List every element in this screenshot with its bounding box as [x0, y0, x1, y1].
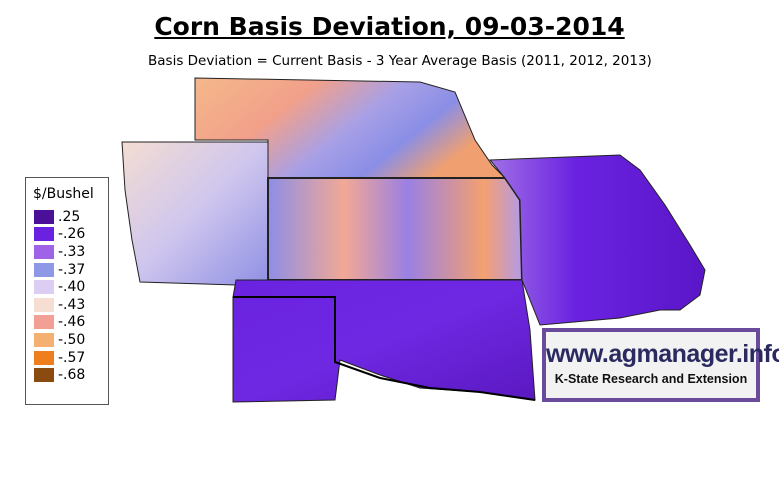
legend-label: -.26 [58, 226, 86, 243]
legend: $/Bushel .25 -.26 -.33 -.37 -.40 -.43 -.46 -.50… [25, 177, 109, 405]
logo-url: www.agmanager.info [546, 340, 779, 368]
legend-label: -.37 [58, 261, 86, 278]
legend-label: -.50 [58, 331, 86, 348]
legend-swatch [34, 262, 54, 277]
legend-item: -.43 [34, 296, 108, 314]
legend-item: -.46 [34, 314, 108, 332]
subtitle: Basis Deviation = Current Basis - 3 Year… [148, 53, 652, 69]
legend-item: -.37 [34, 261, 108, 279]
state-border [233, 296, 536, 401]
legend-label: -.57 [58, 349, 86, 366]
colorado-region [121, 141, 269, 286]
legend-swatch [34, 227, 54, 242]
legend-item: -.26 [34, 226, 108, 244]
legend-title: $/Bushel [33, 186, 94, 202]
legend-swatch [34, 315, 54, 330]
legend-item: -.33 [34, 243, 108, 261]
legend-label: -.33 [58, 243, 86, 260]
title: Corn Basis Deviation, 09-03-2014 [0, 12, 779, 41]
oklahoma [232, 279, 536, 403]
legend-label: .25 [58, 208, 81, 225]
legend-swatch [34, 280, 54, 295]
legend-item: -.40 [34, 278, 108, 296]
kansas [267, 177, 524, 281]
logo-org: K-State Research and Extension [554, 372, 748, 386]
legend-swatch [34, 350, 54, 365]
legend-swatch [34, 244, 54, 259]
legend-items: .25 -.26 -.33 -.37 -.40 -.43 -.46 -.50 -.57 -.68 [26, 208, 108, 384]
legend-item: .25 [34, 208, 108, 226]
legend-swatch [34, 368, 54, 383]
legend-item: -.68 [34, 366, 108, 384]
legend-label: -.68 [58, 367, 86, 384]
legend-swatch [34, 209, 54, 224]
legend-swatch [34, 332, 54, 347]
legend-label: -.43 [58, 296, 86, 313]
regions [121, 77, 706, 403]
legend-label: -.46 [58, 314, 86, 331]
legend-item: -.50 [34, 331, 108, 349]
nebraska [194, 77, 507, 179]
title-text: Corn Basis Deviation, 09-03-2014 [154, 12, 625, 41]
missouri [488, 154, 706, 326]
legend-label: -.40 [58, 279, 86, 296]
legend-item: -.57 [34, 349, 108, 367]
logo: www.agmanager.info K-State Research and … [542, 328, 779, 402]
legend-swatch [34, 297, 54, 312]
